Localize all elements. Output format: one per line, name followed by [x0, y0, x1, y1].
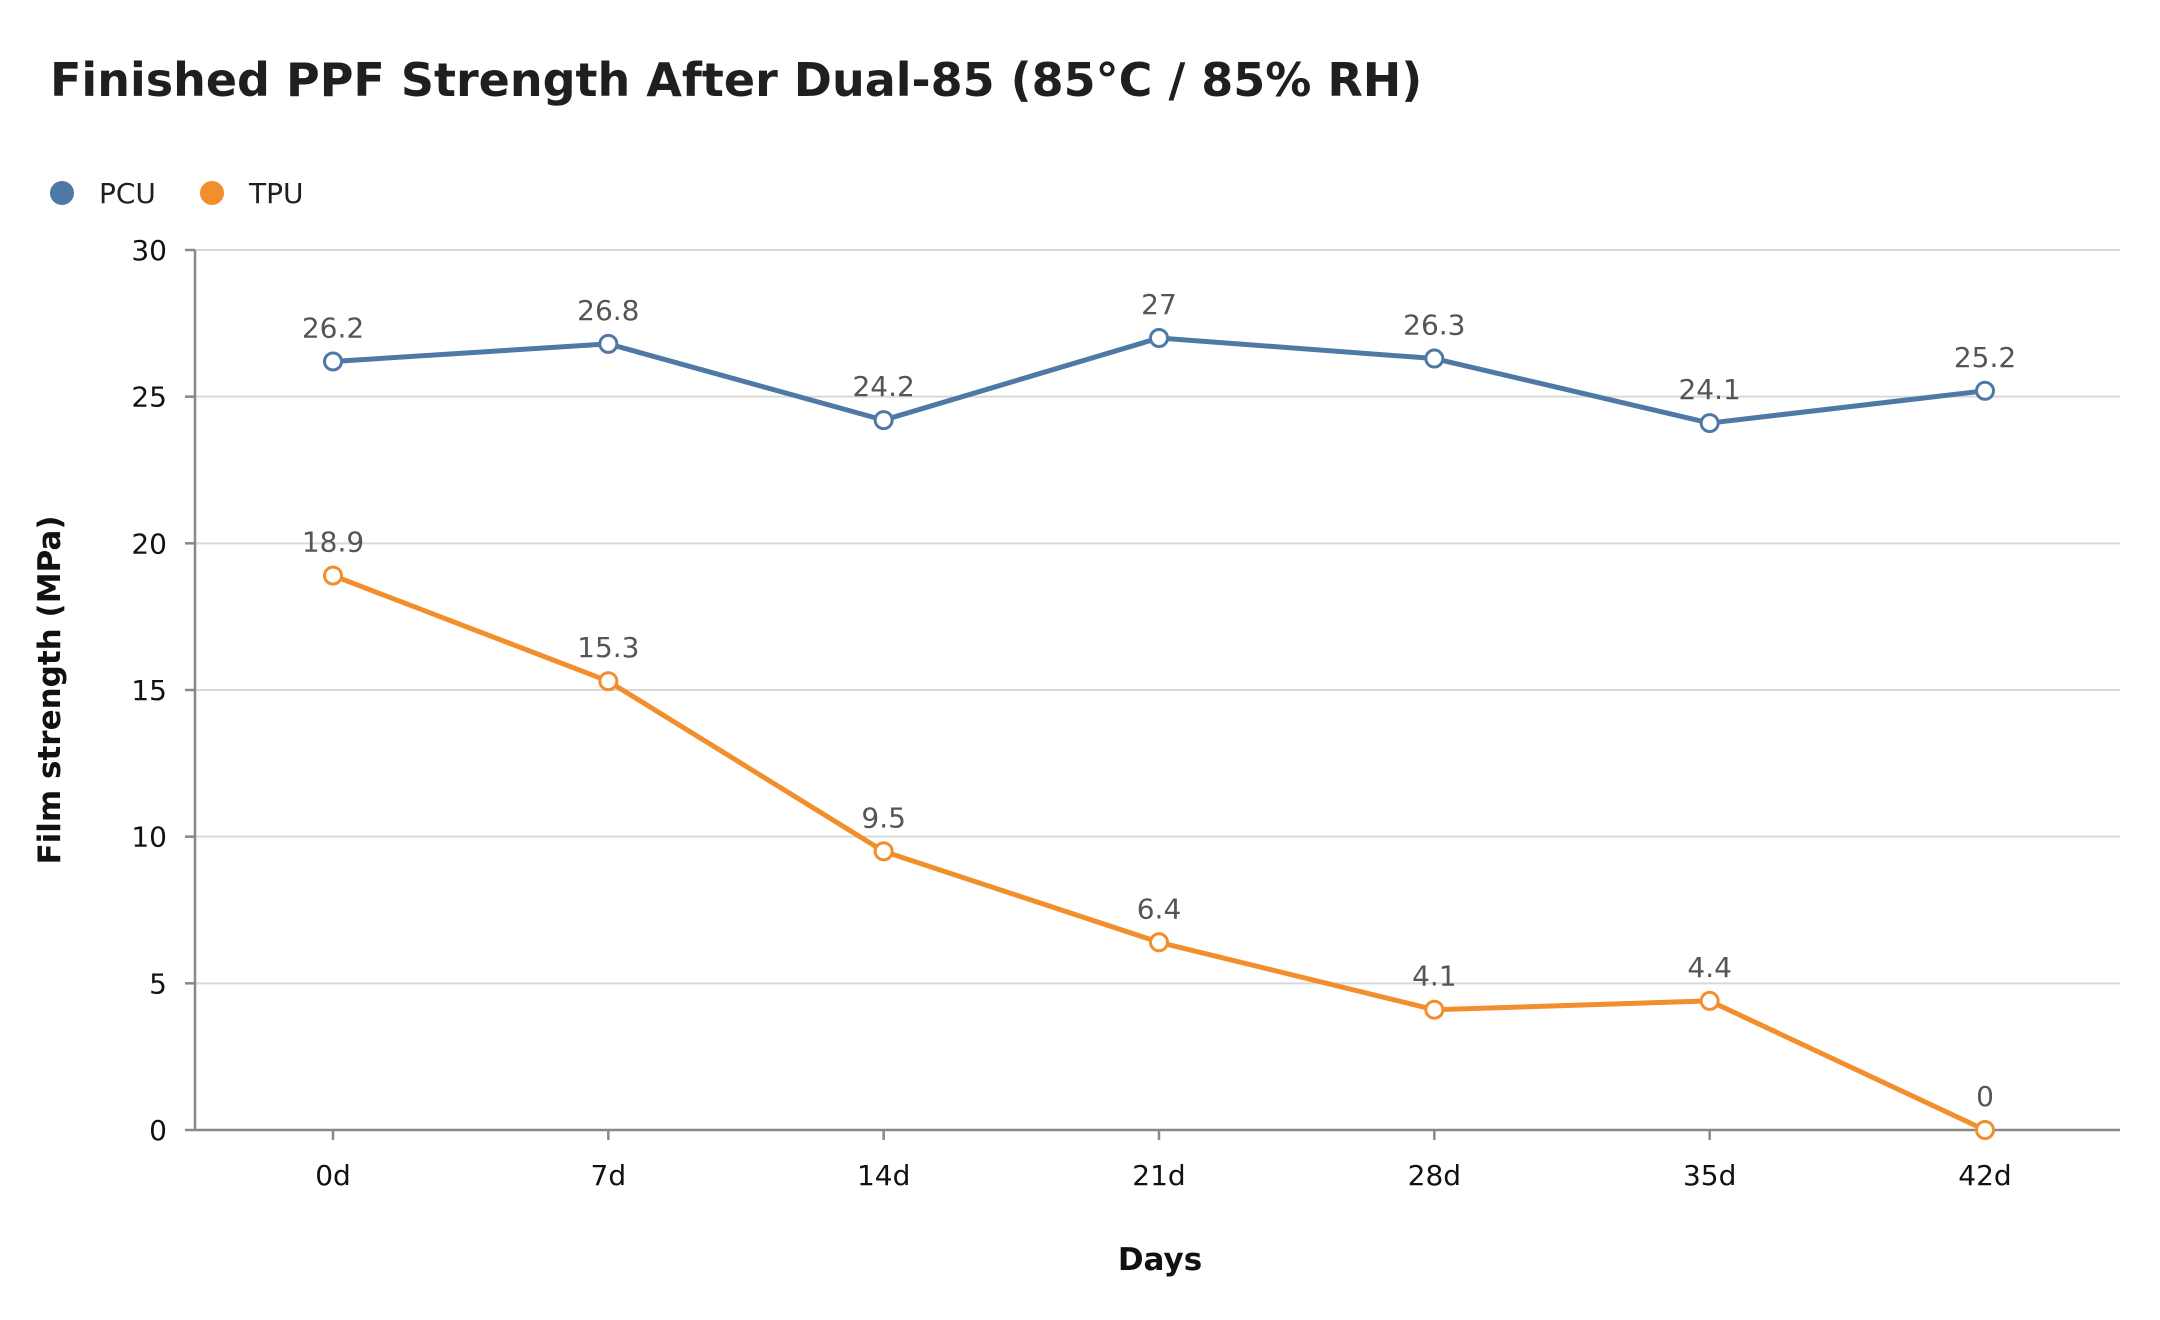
y-tick-label: 0 — [149, 1114, 167, 1147]
data-point-pcu — [1424, 348, 1445, 369]
x-tick-label: 28d — [1408, 1159, 1461, 1192]
data-label-tpu: 4.4 — [1687, 951, 1732, 984]
data-label-tpu: 4.1 — [1412, 960, 1457, 993]
data-point-tpu — [873, 841, 894, 862]
data-label-tpu: 9.5 — [861, 801, 906, 834]
data-point-tpu — [323, 565, 343, 586]
data-point-tpu — [1149, 932, 1169, 953]
data-point-pcu — [598, 333, 619, 354]
series-layer: 26.2 26.8 24.2 27 26.3 24.1 25.2 18.9 15.3 9.5 6.4… — [302, 288, 2016, 1140]
data-label-tpu: 18.9 — [302, 526, 364, 559]
data-label-pcu: 24.1 — [1678, 373, 1740, 406]
data-point-pcu — [1975, 380, 1995, 401]
y-tick-label: 5 — [149, 967, 167, 1000]
legend-item-pcu: PCU — [50, 177, 156, 210]
data-point-pcu — [323, 351, 343, 372]
x-axis-title: Days — [1118, 1242, 1202, 1278]
y-axis-title: Film strength (MPa) — [32, 515, 68, 864]
data-label-tpu: 15.3 — [577, 631, 639, 664]
data-label-pcu: 27 — [1141, 288, 1177, 321]
series-pcu: 26.2 26.8 24.2 27 26.3 24.1 25.2 — [302, 288, 2016, 434]
data-label-pcu: 26.8 — [577, 294, 639, 327]
data-point-pcu — [1149, 328, 1169, 348]
y-tick-label: 10 — [131, 821, 167, 854]
data-point-tpu — [1699, 990, 1720, 1011]
y-tick-label: 30 — [131, 234, 167, 267]
legend: PCU TPU — [50, 177, 303, 210]
x-tick-label: 21d — [1132, 1159, 1185, 1192]
data-label-pcu: 26.3 — [1403, 309, 1465, 342]
grid — [195, 249, 2120, 1131]
axes: 0 5 10 15 20 25 30 0d 7d 14d 21d 28d 35d 42d — [131, 234, 2120, 1192]
data-point-tpu — [1424, 999, 1445, 1020]
data-point-tpu — [598, 671, 619, 692]
legend-label-pcu: PCU — [99, 177, 156, 210]
x-tick-label: 14d — [857, 1159, 910, 1192]
y-tick-label: 15 — [131, 674, 167, 707]
data-label-tpu: 6.4 — [1137, 892, 1182, 925]
data-point-tpu — [1975, 1120, 1995, 1140]
legend-label-tpu: TPU — [248, 177, 303, 210]
x-tick-label: 0d — [315, 1159, 351, 1192]
legend-marker-tpu — [200, 181, 224, 205]
x-tick-label: 7d — [591, 1159, 627, 1192]
x-tick-label: 42d — [1958, 1159, 2011, 1192]
legend-item-tpu: TPU — [200, 177, 303, 210]
data-point-pcu — [873, 410, 894, 431]
data-label-pcu: 25.2 — [1954, 341, 2016, 374]
chart-title: Finished PPF Strength After Dual-85 (85°… — [50, 53, 1422, 107]
data-label-tpu: 0 — [1976, 1080, 1994, 1113]
series-tpu: 18.9 15.3 9.5 6.4 4.1 4.4 0 — [302, 526, 1995, 1140]
y-tick-label: 20 — [131, 527, 167, 560]
legend-marker-pcu — [50, 181, 74, 205]
x-tick-label: 35d — [1683, 1159, 1736, 1192]
data-point-pcu — [1699, 413, 1720, 434]
y-tick-label: 25 — [131, 381, 167, 414]
data-label-pcu: 26.2 — [302, 311, 364, 344]
data-label-pcu: 24.2 — [852, 370, 914, 403]
